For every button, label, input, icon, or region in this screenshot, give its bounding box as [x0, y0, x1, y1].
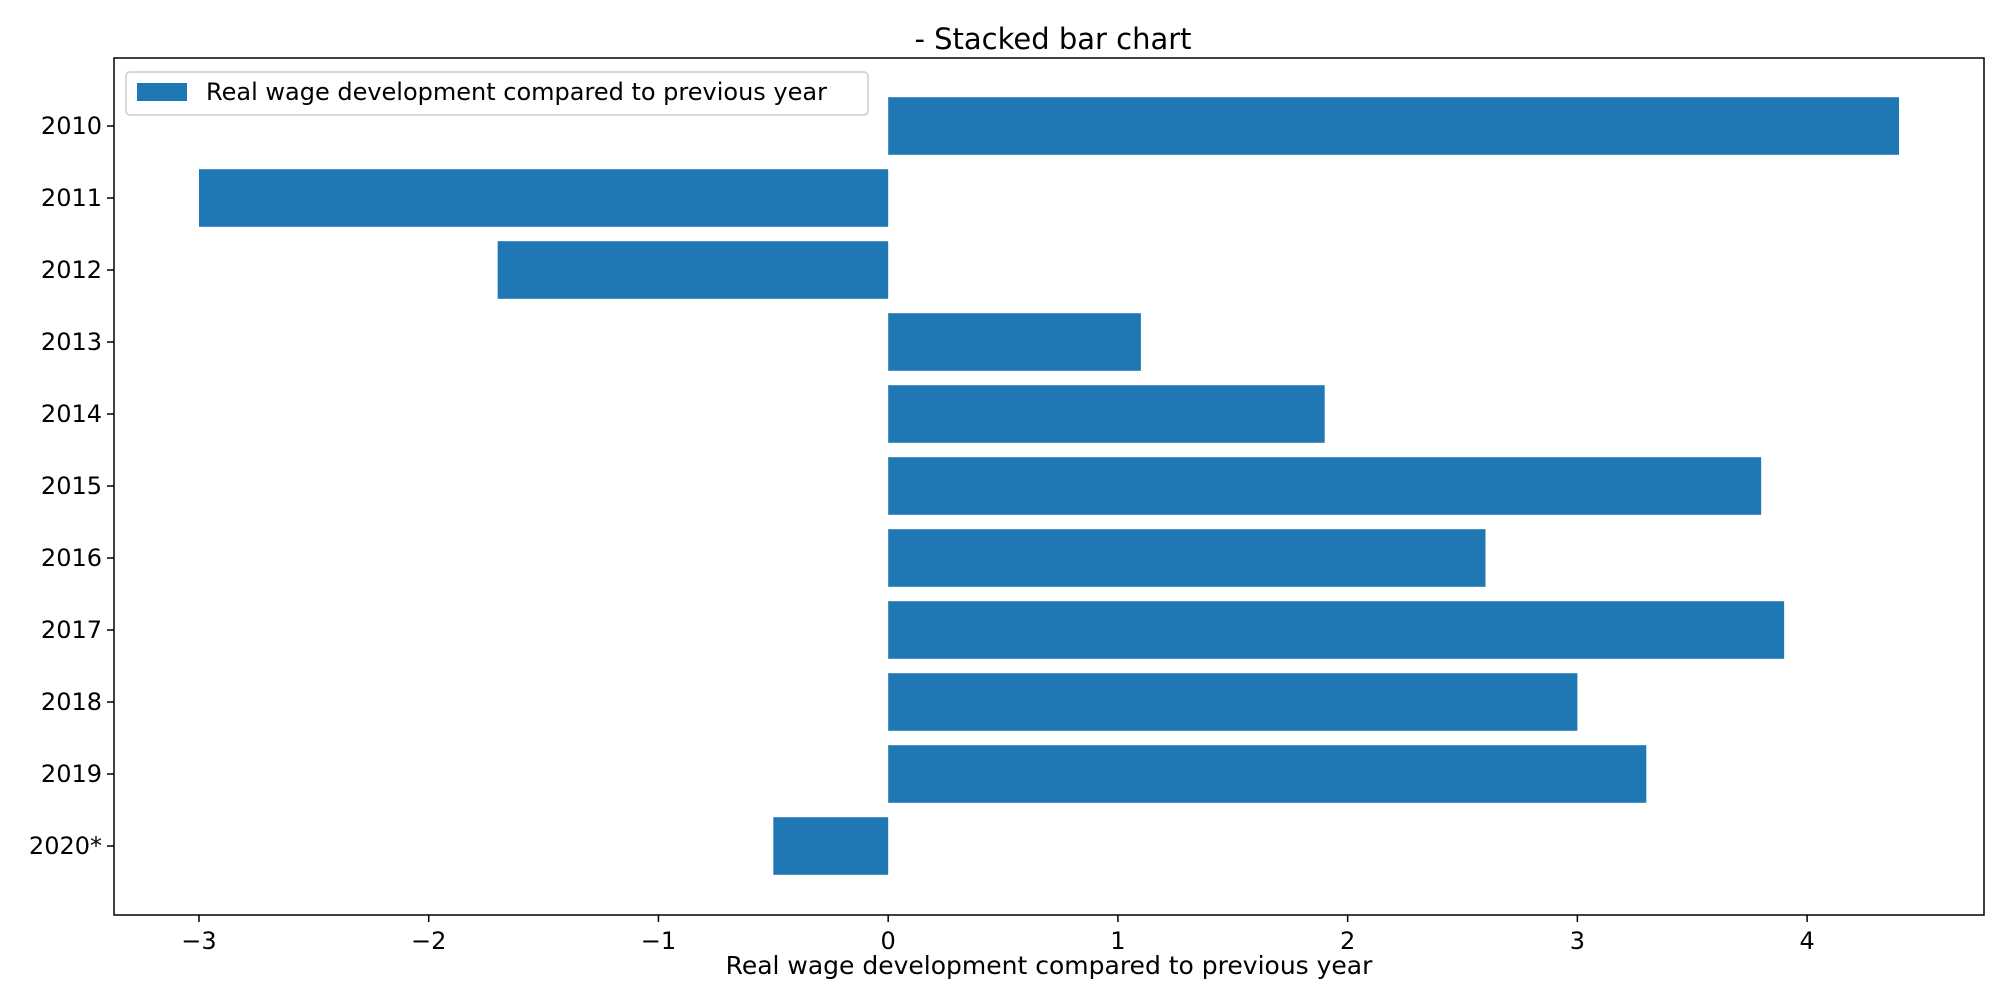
- y-tick-label: 2012: [41, 256, 102, 284]
- bar-2020: [773, 817, 889, 875]
- legend-box: [125, 71, 869, 116]
- legend-swatch: [137, 83, 187, 101]
- bar-2013: [888, 313, 1141, 371]
- x-axis-label: Real wage development compared to previo…: [726, 951, 1374, 980]
- y-tick-label: 2019: [41, 760, 102, 788]
- x-tick-label: −1: [641, 927, 676, 955]
- bars-layer: [199, 97, 1899, 875]
- y-tick-label: 2017: [41, 616, 102, 644]
- x-tick-label: −2: [411, 927, 446, 955]
- bar-2011: [199, 169, 889, 227]
- y-tick-label: 2014: [41, 400, 102, 428]
- x-tick-label: 3: [1570, 927, 1585, 955]
- legend: Real wage development compared to previo…: [125, 71, 869, 116]
- bar-2019: [888, 745, 1647, 803]
- legend-label: Real wage development compared to previo…: [206, 78, 827, 106]
- y-tick-label: 2013: [41, 328, 102, 356]
- bar-2016: [888, 529, 1486, 587]
- y-tick-label: 2010: [41, 112, 102, 140]
- x-tick-label: 1: [1110, 927, 1125, 955]
- bar-2012: [497, 241, 889, 299]
- y-tick-label: 2016: [41, 544, 102, 572]
- x-tick-label: 0: [881, 927, 896, 955]
- x-tick-label: 2: [1340, 927, 1355, 955]
- chart-title: - Stacked bar chart: [914, 22, 1191, 56]
- x-tick-label: −3: [181, 927, 216, 955]
- bar-2015: [888, 457, 1762, 515]
- y-tick-label: 2020*: [29, 832, 102, 860]
- x-tick-label: 4: [1799, 927, 1814, 955]
- y-tick-label: 2018: [41, 688, 102, 716]
- bar-2018: [888, 673, 1578, 731]
- bar-2017: [888, 601, 1785, 659]
- y-tick-label: 2011: [41, 184, 102, 212]
- y-axis-ticks: 2010 2011 2012 2013 2014 2015 2016 2017 2018 2019…: [29, 112, 114, 860]
- x-axis-ticks: −3 −2 −1 0 1 2 3 4: [181, 915, 1815, 955]
- plot-frame: [113, 57, 1985, 916]
- bar-2014: [888, 385, 1325, 443]
- y-tick-label: 2015: [41, 472, 102, 500]
- bar-2010: [888, 97, 1899, 155]
